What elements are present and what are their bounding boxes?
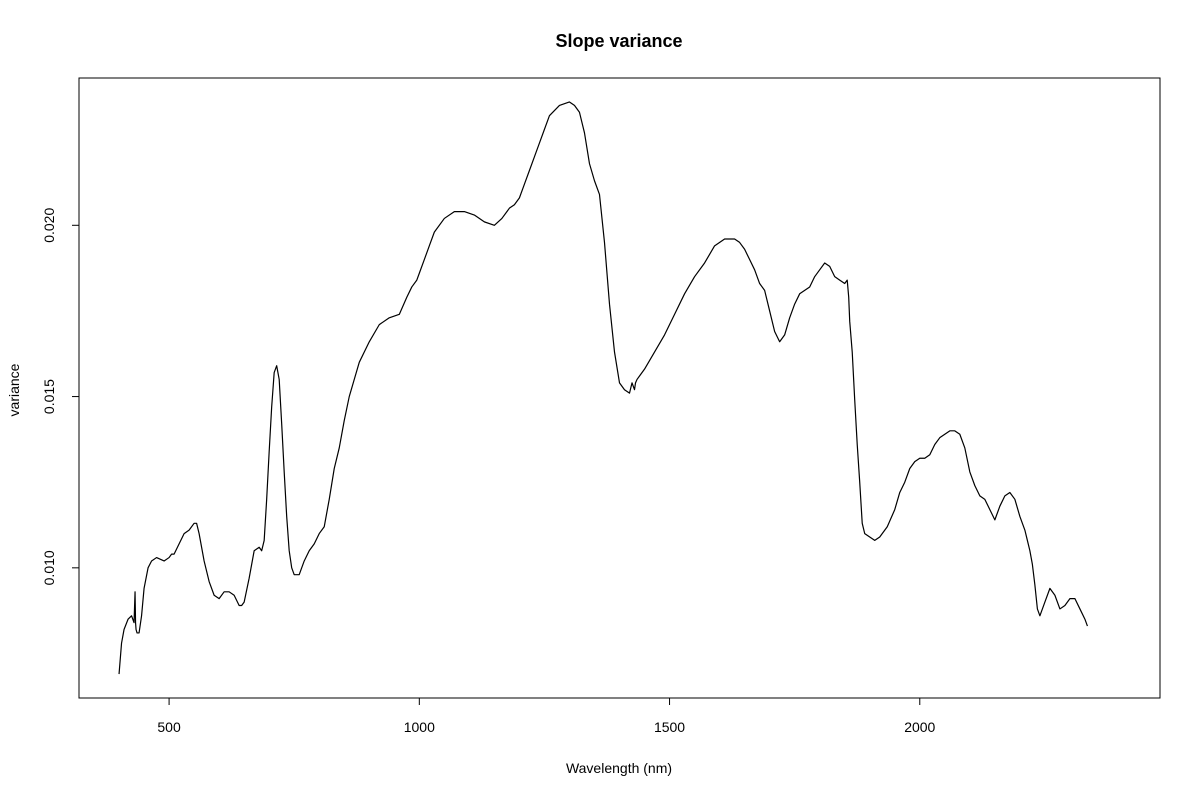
y-tick-label: 0.010 [41, 550, 57, 585]
x-tick-label: 500 [157, 719, 181, 735]
y-tick-label: 0.015 [41, 379, 57, 414]
x-axis-label: Wavelength (nm) [566, 760, 672, 776]
x-tick-label: 2000 [904, 719, 935, 735]
x-tick-label: 1000 [404, 719, 435, 735]
y-axis-label: variance [6, 363, 22, 416]
y-tick-label: 0.020 [41, 208, 57, 243]
y-axis: 0.010 0.015 0.020 [41, 208, 80, 585]
variance-series-line [118, 101, 1088, 675]
chart-title: Slope variance [555, 31, 682, 51]
x-axis: 500 1000 1500 2000 [157, 697, 936, 735]
x-tick-label: 1500 [654, 719, 685, 735]
